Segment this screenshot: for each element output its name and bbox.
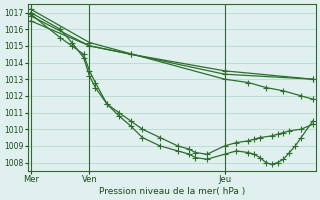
X-axis label: Pression niveau de la mer( hPa ): Pression niveau de la mer( hPa ) — [99, 187, 245, 196]
